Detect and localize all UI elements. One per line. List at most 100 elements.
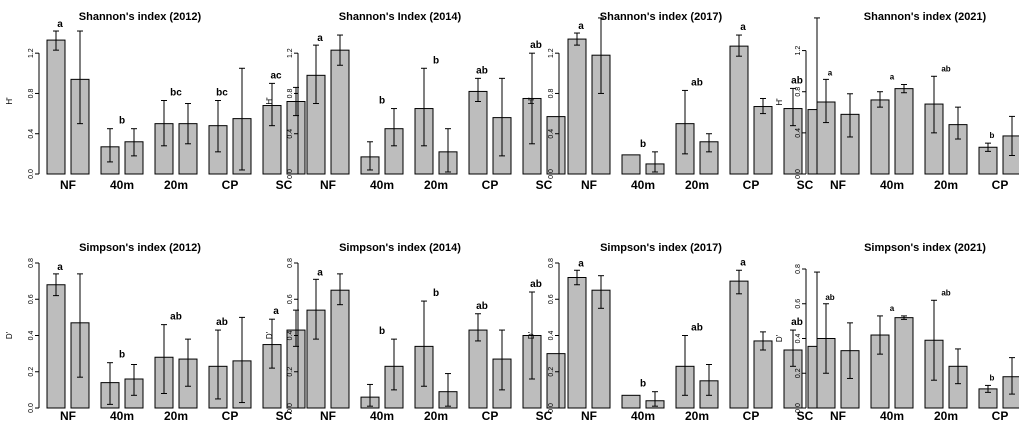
- y-tick-label: 0.4: [28, 331, 35, 341]
- y-tick-label: 0.8: [28, 88, 35, 98]
- x-category-label: 20m: [164, 409, 188, 423]
- significance-letter: ac: [270, 70, 282, 81]
- bar: [330, 49, 350, 175]
- x-category-label: 40m: [370, 178, 394, 192]
- significance-letter: b: [433, 55, 439, 66]
- y-tick-label: 0.8: [548, 88, 555, 98]
- significance-letter: ab: [691, 77, 703, 88]
- y-tick-label: 0.0: [28, 169, 35, 179]
- significance-letter: a: [740, 22, 746, 33]
- bar: [1002, 376, 1019, 409]
- y-tick-label: 1.2: [548, 48, 555, 58]
- bar: [1002, 135, 1019, 175]
- y-tick-label: 0.6: [795, 299, 802, 309]
- significance-letter: b: [433, 288, 439, 299]
- y-axis-label: H': [265, 97, 274, 105]
- x-category-label: 20m: [934, 409, 958, 423]
- significance-letter: a: [317, 33, 323, 44]
- significance-letter: a: [578, 21, 584, 32]
- y-axis-label: H': [527, 97, 536, 105]
- y-tick-label: 1.2: [28, 48, 35, 58]
- y-tick-label: 0.4: [795, 128, 802, 138]
- bar: [567, 277, 587, 409]
- bar: [468, 329, 488, 409]
- y-tick-label: 1.2: [287, 48, 294, 58]
- chart-title: Shannon's Index (2014): [339, 11, 462, 23]
- x-category-label: 20m: [685, 409, 709, 423]
- chart-title: Simpson's index (2021): [864, 242, 986, 254]
- y-tick-label: 0.0: [28, 403, 35, 413]
- chart-title: Shannon's index (2021): [864, 11, 987, 23]
- x-category-label: 40m: [370, 409, 394, 423]
- significance-letter: ab: [476, 65, 488, 76]
- y-tick-label: 0.4: [28, 129, 35, 139]
- x-category-label: CP: [992, 178, 1009, 192]
- significance-letter: ab: [941, 64, 950, 73]
- y-tick-label: 0.4: [795, 334, 802, 344]
- x-category-label: 40m: [880, 409, 904, 423]
- bar: [330, 289, 350, 409]
- significance-letter: ab: [476, 301, 488, 312]
- y-tick-label: 0.4: [548, 331, 555, 341]
- significance-letter: b: [119, 350, 125, 361]
- y-axis-label: H': [5, 97, 14, 105]
- bar: [621, 154, 641, 175]
- x-category-label: NF: [581, 178, 597, 192]
- significance-letter: b: [119, 116, 125, 127]
- x-category-label: CP: [743, 178, 760, 192]
- bar: [753, 340, 773, 409]
- x-category-label: SC: [536, 409, 553, 423]
- y-tick-label: 0.8: [28, 258, 35, 268]
- x-category-label: 40m: [631, 178, 655, 192]
- x-category-label: CP: [222, 178, 239, 192]
- x-category-label: NF: [830, 178, 846, 192]
- x-category-label: 20m: [424, 178, 448, 192]
- significance-letter: ab: [170, 312, 182, 323]
- significance-letter: bc: [216, 87, 228, 98]
- x-category-label: CP: [992, 409, 1009, 423]
- bar: [621, 394, 641, 409]
- x-category-label: 20m: [164, 178, 188, 192]
- significance-letter: b: [990, 131, 995, 140]
- y-tick-label: 0.6: [287, 294, 294, 304]
- chart-panel: Shannon's Index (2014)0.00.40.81.2H'abba…: [265, 11, 566, 192]
- x-category-label: SC: [276, 178, 293, 192]
- x-category-label: 40m: [631, 409, 655, 423]
- chart-title: Simpson's index (2012): [79, 242, 201, 254]
- x-category-label: CP: [482, 409, 499, 423]
- x-category-label: 40m: [110, 178, 134, 192]
- x-category-label: 20m: [934, 178, 958, 192]
- y-tick-label: 0.2: [287, 367, 294, 377]
- chart-panel: Simpson's index (2017) 0.0 0.2 0.4 0.6 0.8 D' a…: [527, 242, 827, 423]
- y-axis-label: D': [5, 331, 14, 339]
- x-category-label: 20m: [424, 409, 448, 423]
- y-tick-label: 0.0: [287, 169, 294, 179]
- significance-letter: a: [317, 267, 323, 278]
- significance-letter: a: [578, 258, 584, 269]
- y-tick-label: 1.2: [795, 46, 802, 56]
- y-tick-label: 0.2: [548, 367, 555, 377]
- chart-panel: Shannon's index (2017)0.00.40.81.2H'abab…: [527, 11, 827, 192]
- y-tick-label: 0.4: [287, 129, 294, 139]
- significance-letter: b: [640, 139, 646, 150]
- significance-letter: ab: [941, 288, 950, 297]
- bar: [468, 90, 488, 175]
- y-axis-label: D': [265, 331, 274, 339]
- y-tick-label: 0.6: [548, 294, 555, 304]
- significance-letter: b: [640, 379, 646, 390]
- significance-letter: ab: [530, 279, 542, 290]
- bar: [546, 116, 566, 175]
- bar: [46, 284, 66, 409]
- significance-letter: bc: [170, 87, 182, 98]
- significance-letter: b: [379, 96, 385, 107]
- y-axis-label: D': [527, 331, 536, 339]
- significance-letter: ab: [825, 293, 834, 302]
- y-tick-label: 0.8: [795, 264, 802, 274]
- significance-letter: ab: [791, 317, 803, 328]
- x-category-label: 40m: [110, 409, 134, 423]
- bar: [729, 45, 749, 175]
- significance-letter: ab: [530, 40, 542, 51]
- x-category-label: 40m: [880, 178, 904, 192]
- y-tick-label: 0.0: [795, 169, 802, 179]
